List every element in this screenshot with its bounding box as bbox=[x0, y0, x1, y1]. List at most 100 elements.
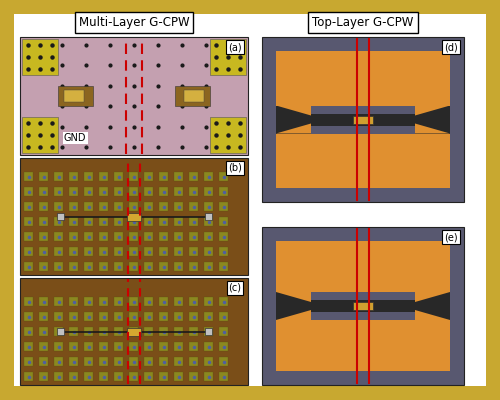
Bar bbox=[144, 202, 153, 211]
Text: (d): (d) bbox=[444, 42, 458, 52]
Bar bbox=[99, 372, 108, 381]
Bar bbox=[84, 327, 93, 336]
Bar bbox=[114, 297, 123, 306]
Bar bbox=[144, 232, 153, 241]
Bar bbox=[99, 232, 108, 241]
Polygon shape bbox=[276, 292, 311, 302]
Bar bbox=[39, 327, 48, 336]
Bar bbox=[189, 217, 198, 226]
Bar bbox=[204, 327, 213, 336]
Bar bbox=[84, 187, 93, 196]
Bar bbox=[54, 357, 63, 366]
Text: (e): (e) bbox=[444, 232, 458, 242]
Bar bbox=[24, 312, 33, 321]
Bar bbox=[39, 172, 48, 181]
Bar bbox=[174, 232, 183, 241]
Bar bbox=[175, 86, 210, 106]
Bar bbox=[114, 172, 123, 181]
Bar bbox=[353, 302, 373, 310]
Bar bbox=[129, 247, 138, 256]
Bar bbox=[69, 262, 78, 271]
Bar bbox=[69, 247, 78, 256]
Bar bbox=[219, 247, 228, 256]
Bar bbox=[189, 297, 198, 306]
Bar bbox=[58, 86, 93, 106]
Bar bbox=[159, 357, 168, 366]
Bar bbox=[54, 187, 63, 196]
Bar bbox=[84, 202, 93, 211]
Bar bbox=[24, 342, 33, 351]
Polygon shape bbox=[276, 310, 311, 320]
Bar bbox=[114, 372, 123, 381]
Bar bbox=[189, 262, 198, 271]
Bar bbox=[69, 312, 78, 321]
Bar bbox=[204, 262, 213, 271]
Bar bbox=[69, 327, 78, 336]
Bar bbox=[24, 217, 33, 226]
Bar bbox=[159, 327, 168, 336]
Bar bbox=[54, 217, 63, 226]
Bar bbox=[189, 312, 198, 321]
Text: (b): (b) bbox=[228, 163, 242, 173]
Bar bbox=[56, 213, 64, 220]
Text: GND: GND bbox=[64, 133, 86, 143]
Polygon shape bbox=[415, 124, 450, 134]
Bar bbox=[84, 312, 93, 321]
Bar bbox=[219, 187, 228, 196]
Bar bbox=[99, 357, 108, 366]
Bar bbox=[24, 232, 33, 241]
Bar bbox=[189, 202, 198, 211]
Bar bbox=[174, 172, 183, 181]
Bar bbox=[24, 357, 33, 366]
Polygon shape bbox=[276, 106, 311, 116]
Bar bbox=[210, 39, 246, 75]
Bar bbox=[311, 114, 415, 126]
Bar bbox=[159, 342, 168, 351]
Bar bbox=[144, 217, 153, 226]
Bar bbox=[24, 187, 33, 196]
Bar bbox=[174, 262, 183, 271]
Bar bbox=[127, 328, 141, 336]
Bar bbox=[159, 297, 168, 306]
Bar bbox=[64, 90, 84, 102]
Bar bbox=[174, 202, 183, 211]
Bar bbox=[189, 357, 198, 366]
Bar bbox=[129, 172, 138, 181]
Bar bbox=[276, 106, 311, 134]
Bar bbox=[204, 372, 213, 381]
Bar bbox=[204, 312, 213, 321]
Bar bbox=[174, 297, 183, 306]
Bar bbox=[99, 247, 108, 256]
Bar bbox=[22, 117, 58, 153]
Bar bbox=[24, 262, 33, 271]
Bar bbox=[204, 187, 213, 196]
Bar bbox=[276, 320, 450, 371]
Bar bbox=[114, 357, 123, 366]
Bar bbox=[415, 292, 450, 320]
Bar bbox=[204, 217, 213, 226]
Bar bbox=[174, 247, 183, 256]
Bar bbox=[129, 217, 138, 226]
Bar bbox=[219, 312, 228, 321]
Bar bbox=[129, 357, 138, 366]
Bar bbox=[39, 187, 48, 196]
Bar bbox=[24, 297, 33, 306]
Bar bbox=[24, 327, 33, 336]
Bar bbox=[99, 342, 108, 351]
Bar bbox=[99, 312, 108, 321]
Bar bbox=[184, 90, 204, 102]
Bar bbox=[39, 312, 48, 321]
Bar bbox=[262, 37, 464, 202]
Polygon shape bbox=[415, 310, 450, 320]
Bar bbox=[39, 342, 48, 351]
Bar bbox=[69, 232, 78, 241]
Bar bbox=[114, 217, 123, 226]
Bar bbox=[174, 187, 183, 196]
Bar bbox=[204, 297, 213, 306]
Bar bbox=[204, 202, 213, 211]
Bar bbox=[159, 172, 168, 181]
Bar bbox=[69, 172, 78, 181]
Bar bbox=[20, 37, 248, 155]
Bar bbox=[204, 247, 213, 256]
Polygon shape bbox=[415, 292, 450, 302]
